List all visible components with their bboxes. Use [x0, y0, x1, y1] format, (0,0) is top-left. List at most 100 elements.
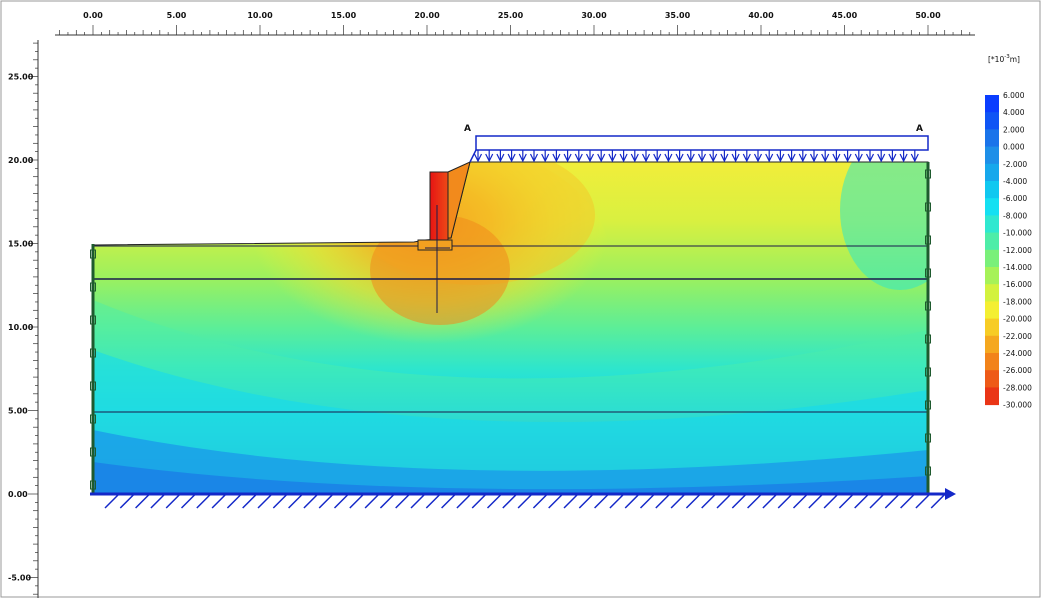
top-ruler-label: 40.00 [748, 11, 774, 20]
left-ruler-label: 5.00 [8, 407, 28, 416]
base-hatch-line [502, 493, 518, 509]
load-arrow-head [753, 153, 763, 163]
legend-unit: [*10-3m] [988, 54, 1020, 64]
legend-value-label: -22.000 [1003, 332, 1032, 341]
fixity-mark [90, 348, 96, 358]
left-ruler-label: 0.00 [8, 490, 28, 499]
legend-value-label: -10.000 [1003, 229, 1032, 238]
fixity-mark [925, 202, 931, 212]
soil-model[interactable] [90, 130, 960, 509]
base-hatch-line [823, 493, 839, 509]
top-ruler-label: 20.00 [414, 11, 440, 20]
base-hatch-line [838, 493, 854, 509]
legend-swatch [985, 335, 999, 354]
load-arrow-head [720, 153, 729, 163]
legend-swatch [985, 129, 999, 148]
legend-swatch [985, 387, 999, 406]
load-arrow-head [899, 153, 908, 163]
top-ruler-label: 10.00 [247, 11, 273, 20]
legend-swatch [985, 232, 999, 251]
base-hatch-line [624, 493, 640, 509]
top-ruler-label: 15.00 [331, 11, 357, 20]
base-hatch-line [869, 493, 885, 509]
legend-value-label: -18.000 [1003, 297, 1032, 306]
load-arrow-head [888, 153, 897, 163]
legend-value-label: -28.000 [1003, 383, 1032, 392]
base-hatch-line [701, 493, 717, 509]
fixity-mark [90, 282, 96, 292]
legend-value-label: -26.000 [1003, 366, 1032, 375]
load-arrow-head [597, 153, 606, 163]
load-arrow-head [653, 153, 662, 163]
load-diagonal [469, 149, 477, 163]
legend-swatch [985, 249, 999, 268]
legend-value-label: 6.000 [1003, 91, 1025, 100]
base-hatch-line [792, 493, 809, 509]
legend-value-label: 4.000 [1003, 108, 1025, 117]
base-hatch-line [425, 493, 441, 509]
load-arrow-head [585, 153, 595, 163]
top-ruler: 0.00 5.00 10.00 15.00 20.00 25.00 30.00 35.00 40… [55, 11, 975, 36]
load-arrow-head [821, 153, 830, 163]
fixity-mark [90, 315, 96, 325]
load-arrow-head [787, 153, 796, 163]
base-hatch-line [364, 493, 380, 509]
contour-band [840, 162, 928, 290]
base-hatch-line [670, 493, 686, 509]
base-hatch-line [517, 493, 533, 509]
base-hatch-line [639, 493, 656, 509]
load-arrow-head [854, 153, 863, 163]
legend-value-label: -14.000 [1003, 263, 1032, 272]
base-hatch-line [548, 493, 564, 509]
base-hatch-line [104, 493, 120, 509]
legend-value-label: -4.000 [1003, 177, 1027, 186]
legend-value-label: -20.000 [1003, 315, 1032, 324]
load-arrow-head [619, 153, 628, 163]
legend-swatch [985, 284, 999, 302]
base-hatch-line [226, 493, 242, 509]
top-ruler-label: 50.00 [915, 11, 941, 20]
load-arrow-head [485, 153, 494, 163]
load-arrows [473, 150, 919, 163]
load-arrow-head [709, 153, 718, 163]
point-a-left-label: A [464, 124, 471, 134]
load-arrow-head [731, 153, 740, 163]
legend-value-label: -8.000 [1003, 211, 1027, 220]
boundary-fixity-marks [90, 169, 931, 490]
fixity-mark [925, 169, 931, 179]
fixity-mark [925, 367, 931, 377]
retaining-wall[interactable] [429, 171, 449, 241]
base-hatch-line [272, 493, 288, 509]
legend-swatch [985, 215, 999, 234]
legend-swatch [985, 370, 999, 388]
left-ruler-label: 15.00 [8, 240, 34, 249]
legend-swatch [985, 146, 999, 165]
base-hatch-line [165, 493, 181, 509]
base-hatch-line [884, 493, 900, 509]
legend-swatch [985, 163, 999, 182]
legend-swatch [985, 112, 999, 130]
legend-value-label: -6.000 [1003, 194, 1027, 203]
fixity-mark [90, 381, 96, 391]
surface-load[interactable] [469, 135, 929, 163]
wall-backfill-slope [447, 161, 471, 239]
load-arrow-head [664, 153, 673, 163]
legend-swatch [985, 267, 999, 285]
load-arrow-head [776, 153, 785, 163]
base-hatch-line [486, 493, 503, 509]
load-arrow-head [507, 153, 516, 163]
base-hatch-line [410, 493, 426, 509]
load-arrow-head [686, 153, 695, 163]
base-hatch-line [854, 493, 870, 509]
fixity-mark [925, 466, 931, 476]
legend-value-label: -30.000 [1003, 401, 1032, 410]
load-arrow-head [518, 153, 527, 163]
fixity-mark [925, 433, 931, 443]
fixity-mark [90, 480, 96, 490]
base-hatch-line [655, 493, 671, 509]
fixity-mark [925, 268, 931, 278]
base-hatch-line [532, 493, 548, 509]
legend-value-label: 0.000 [1003, 143, 1025, 152]
